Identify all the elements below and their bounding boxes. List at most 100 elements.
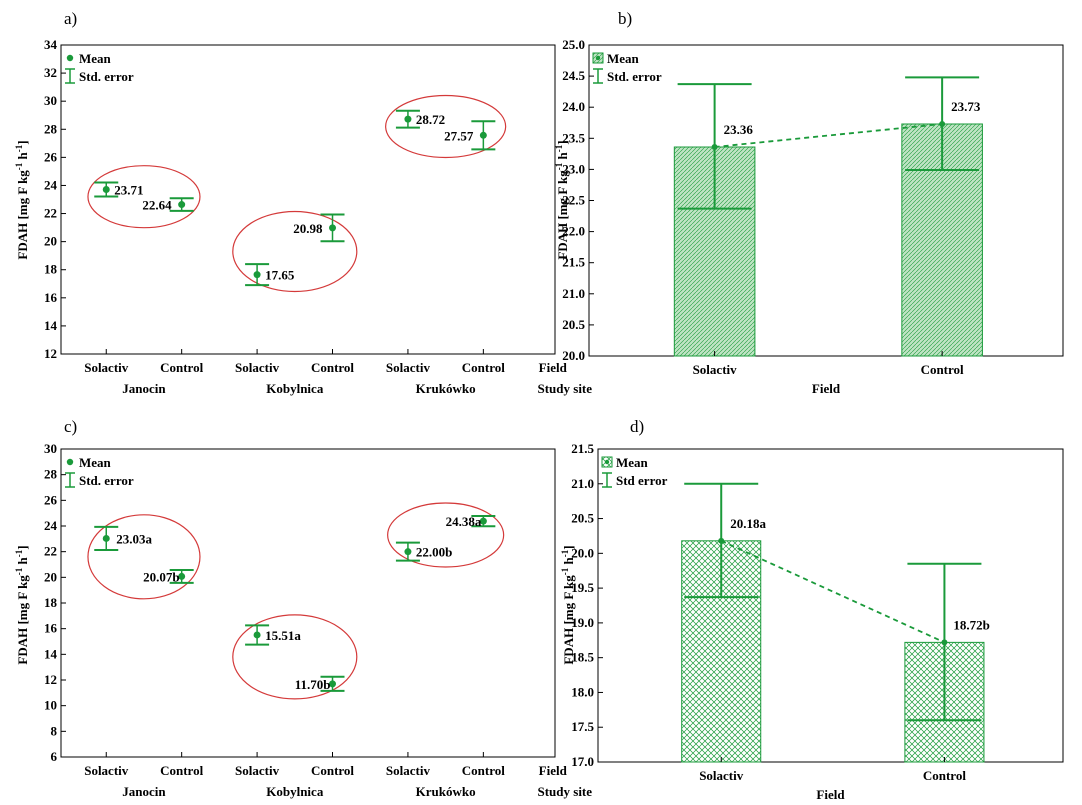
mean-point: [102, 186, 110, 194]
x-tick-label: Solactiv: [235, 360, 280, 375]
data-label: 27.57: [444, 128, 474, 143]
group-ellipse: [87, 165, 201, 229]
plot-frame: [597, 448, 1064, 763]
study-site-label: Krukówko: [416, 381, 476, 396]
y-tick-label: 16: [44, 621, 58, 636]
y-axis-label: FDAH [mg F kg-1 h-1]: [14, 545, 30, 664]
x-tick-label: Solactiv: [386, 360, 431, 375]
mean-point: [479, 517, 487, 525]
y-tick-label: 19.0: [571, 615, 594, 630]
group-ellipse: [387, 502, 505, 568]
data-label: 20.98: [293, 221, 323, 236]
field-axis-label: Field: [539, 360, 568, 375]
mean-point: [253, 271, 261, 279]
y-tick-label: 16: [44, 290, 58, 305]
plot-frame: [60, 44, 556, 355]
y-tick-label: 21.5: [571, 441, 594, 456]
y-tick-label: 21.0: [562, 286, 585, 301]
legend-mean-label: Mean: [607, 51, 640, 66]
y-tick-label: 14: [44, 646, 58, 661]
mean-point: [178, 201, 186, 209]
data-label: 24.38a: [446, 514, 482, 529]
mean-point: [178, 572, 186, 580]
y-axis-label: FDAH [mg F kg-1 h-1]: [14, 140, 30, 259]
y-tick-label: 12: [44, 672, 57, 687]
y-tick-label: 20: [44, 234, 57, 249]
data-label: 15.51a: [265, 628, 301, 643]
legend-mean-marker: [595, 55, 601, 61]
y-tick-label: 22: [44, 206, 57, 221]
panel-label: b): [618, 9, 632, 28]
legend-mean-marker: [604, 459, 610, 465]
legend-mean-marker: [66, 458, 74, 466]
x-tick-label: Solactiv: [235, 763, 280, 778]
mean-point: [941, 639, 948, 646]
mean-point: [329, 680, 337, 688]
x-tick-label: Solactiv: [386, 763, 431, 778]
legend-error-label: Std error: [616, 473, 668, 488]
x-tick-label: Solactiv: [693, 362, 738, 377]
y-tick-label: 30: [44, 93, 57, 108]
y-tick-label: 20.0: [562, 348, 585, 363]
y-tick-label: 18: [44, 595, 58, 610]
data-label: 11.70b: [295, 677, 331, 692]
data-label: 23.03a: [116, 531, 152, 546]
panel-label: d): [630, 417, 644, 436]
mean-point: [253, 631, 261, 639]
y-tick-label: 32: [44, 65, 57, 80]
mean-point: [939, 120, 946, 127]
panel-label: a): [64, 9, 77, 28]
y-tick-label: 20.5: [571, 511, 594, 526]
study-site-label: Krukówko: [416, 784, 476, 799]
x-tick-label: Control: [462, 763, 505, 778]
mean-point: [479, 131, 487, 139]
x-tick-label: Control: [462, 360, 505, 375]
legend-mean-label: Mean: [79, 455, 112, 470]
legend-mean-marker: [66, 54, 74, 62]
mean-point: [404, 548, 412, 556]
mean-point: [329, 224, 337, 232]
data-label: 23.36: [724, 122, 754, 137]
plot-frame: [588, 44, 1064, 357]
y-tick-label: 24: [44, 518, 58, 533]
y-tick-label: 20.0: [571, 545, 594, 560]
y-tick-label: 26: [44, 492, 58, 507]
legend-mean-label: Mean: [616, 455, 649, 470]
study-site-label: Janocin: [122, 784, 166, 799]
group-ellipse: [232, 614, 358, 700]
legend-error-label: Std. error: [79, 69, 134, 84]
data-label: 17.65: [265, 268, 295, 283]
y-tick-label: 34: [44, 37, 58, 52]
y-tick-label: 30: [44, 441, 57, 456]
y-axis-label: FDAH [mg F kg-1 h-1]: [560, 545, 576, 664]
data-label: 22.64: [142, 198, 172, 213]
y-tick-label: 17.5: [571, 719, 594, 734]
y-tick-label: 22.5: [562, 193, 585, 208]
y-tick-label: 12: [44, 346, 57, 361]
y-tick-label: 24.0: [562, 99, 585, 114]
site-axis-label: Study site: [537, 381, 592, 396]
study-site-label: Kobylnica: [266, 381, 324, 396]
legend-error-label: Std. error: [79, 473, 134, 488]
data-label: 20.07b: [143, 569, 179, 584]
y-tick-label: 6: [51, 749, 58, 764]
mean-connector-line: [714, 123, 943, 148]
y-tick-label: 8: [51, 723, 58, 738]
mean-point: [718, 537, 725, 544]
y-tick-label: 10: [44, 698, 57, 713]
y-tick-label: 28: [44, 121, 58, 136]
x-tick-label: Control: [311, 360, 354, 375]
y-tick-label: 18: [44, 262, 58, 277]
site-axis-label: Study site: [537, 784, 592, 799]
y-tick-label: 14: [44, 318, 58, 333]
y-tick-label: 24.5: [562, 68, 585, 83]
x-tick-label: Control: [160, 763, 203, 778]
group-ellipse: [232, 210, 358, 293]
x-axis-label: Field: [812, 381, 841, 396]
y-tick-label: 28: [44, 467, 58, 482]
y-tick-label: 21.5: [562, 255, 585, 270]
x-axis-label: Field: [816, 787, 845, 802]
y-tick-label: 23.5: [562, 130, 585, 145]
mean-point: [404, 115, 412, 123]
y-tick-label: 23.0: [562, 161, 585, 176]
